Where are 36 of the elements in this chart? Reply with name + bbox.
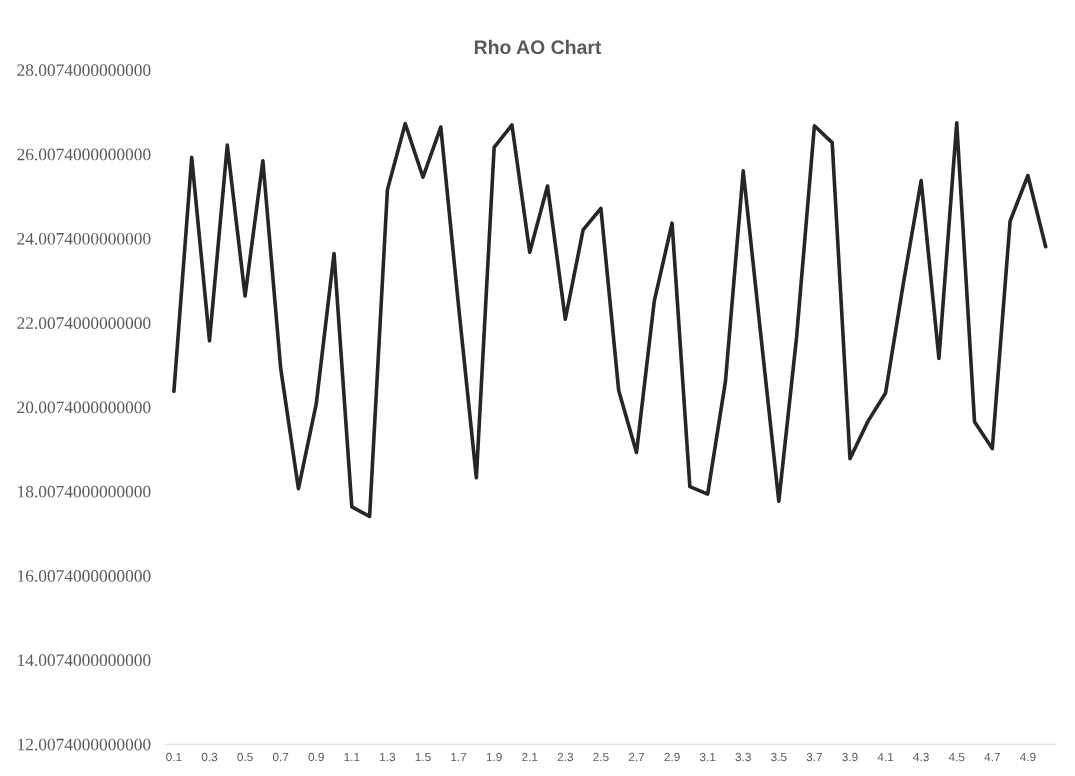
x-tick-label: 1.3 xyxy=(380,752,396,762)
x-tick-label: 4.5 xyxy=(948,752,965,762)
x-tick-label: 2.7 xyxy=(628,752,645,762)
x-tick-label: 2.9 xyxy=(664,752,680,762)
x-tick-label: 3.7 xyxy=(806,752,823,762)
y-tick-label: 26.0074000000000 xyxy=(17,148,151,161)
y-tick-label: 16.0074000000000 xyxy=(18,570,151,582)
y-tick-label: 22.0074000000000 xyxy=(17,317,151,329)
x-tick-label: 1.1 xyxy=(344,752,360,762)
chart-title: Rho AO Chart xyxy=(474,39,602,55)
x-tick-label: 4.3 xyxy=(913,752,929,762)
y-tick-label: 12.0074000000000 xyxy=(18,738,151,751)
x-tick-label: 3.9 xyxy=(842,752,858,762)
x-tick-label: 0.3 xyxy=(201,752,218,762)
y-tick-label: 18.0074000000000 xyxy=(18,485,151,498)
y-tick-label: 14.0074000000000 xyxy=(18,654,151,667)
y-tick-label: 28.0074000000000 xyxy=(17,64,151,77)
line-series xyxy=(172,121,1048,519)
x-tick-label: 4.7 xyxy=(984,752,1000,762)
x-tick-label: 0.7 xyxy=(272,752,289,762)
x-tick-label: 4.1 xyxy=(877,752,894,762)
x-tick-label: 2.3 xyxy=(557,752,573,762)
x-tick-label: 3.1 xyxy=(699,752,716,762)
x-tick-label: 2.1 xyxy=(522,752,538,762)
x-tick-label: 1.7 xyxy=(451,752,467,762)
x-tick-label: 0.1 xyxy=(166,752,182,762)
x-tick-label: 0.5 xyxy=(237,752,253,762)
x-tick-label: 1.5 xyxy=(415,752,431,762)
x-tick-label: 3.3 xyxy=(735,752,751,762)
x-tick-label: 3.5 xyxy=(771,752,787,762)
y-tick-label: 20.0074000000000 xyxy=(17,401,151,414)
x-tick-label: 4.9 xyxy=(1019,752,1036,762)
x-tick-label: 2.5 xyxy=(593,752,609,762)
y-tick-label: 24.0074000000000 xyxy=(17,232,151,245)
x-tick-label: 1.9 xyxy=(486,752,502,762)
x-tick-label: 0.9 xyxy=(308,752,324,762)
